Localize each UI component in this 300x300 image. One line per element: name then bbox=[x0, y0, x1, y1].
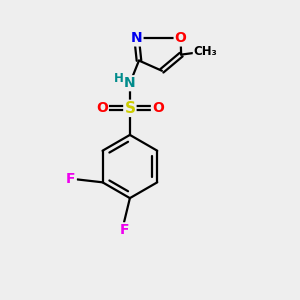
Text: S: S bbox=[124, 101, 135, 116]
Text: N: N bbox=[124, 76, 136, 90]
Text: O: O bbox=[175, 32, 187, 45]
Text: F: F bbox=[119, 224, 129, 237]
Text: F: F bbox=[66, 172, 76, 186]
Text: N: N bbox=[131, 32, 142, 45]
Text: O: O bbox=[96, 101, 108, 115]
Text: CH₃: CH₃ bbox=[194, 45, 218, 58]
Text: O: O bbox=[152, 101, 164, 115]
Text: H: H bbox=[114, 72, 124, 86]
